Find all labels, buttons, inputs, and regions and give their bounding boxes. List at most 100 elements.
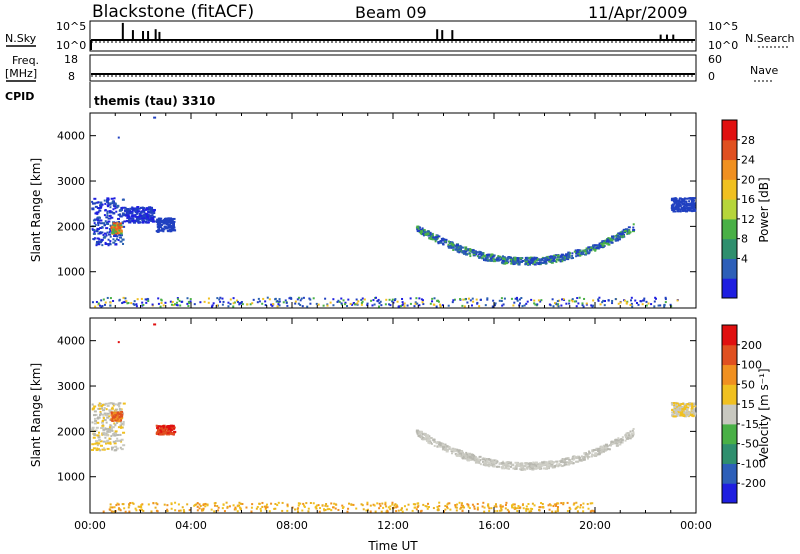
data-point xyxy=(543,260,547,263)
data-point xyxy=(436,237,439,240)
data-point xyxy=(385,298,388,301)
data-point xyxy=(548,260,552,263)
data-point xyxy=(553,302,556,305)
data-point xyxy=(495,505,498,508)
data-point xyxy=(135,217,138,220)
data-point xyxy=(674,197,677,200)
data-point xyxy=(105,414,109,417)
data-point xyxy=(360,503,363,506)
data-point xyxy=(569,508,572,511)
data-point xyxy=(123,220,127,223)
data-point xyxy=(119,417,123,420)
data-point xyxy=(464,246,468,249)
data-point xyxy=(102,409,106,412)
data-point xyxy=(520,465,523,468)
data-point xyxy=(541,461,545,464)
data-point xyxy=(571,298,574,301)
data-point xyxy=(159,219,162,222)
data-point xyxy=(684,200,688,203)
data-point xyxy=(460,454,463,457)
data-point xyxy=(500,462,503,465)
data-point xyxy=(414,503,417,506)
data-point xyxy=(496,510,499,513)
data-point xyxy=(614,238,618,241)
data-point xyxy=(556,507,559,510)
data-point xyxy=(105,200,109,203)
data-point xyxy=(157,221,161,224)
freq-label-2: [MHz] xyxy=(5,67,37,80)
xtick-label: 00:00 xyxy=(680,519,712,532)
data-point xyxy=(499,509,502,512)
data-point xyxy=(378,502,381,505)
data-point xyxy=(437,445,441,448)
data-point xyxy=(526,300,529,303)
data-point xyxy=(166,510,169,513)
data-point xyxy=(105,216,109,219)
data-point xyxy=(145,218,149,221)
data-point xyxy=(423,231,427,234)
data-point xyxy=(138,221,141,224)
data-point xyxy=(113,506,116,509)
data-point xyxy=(95,426,99,429)
data-point xyxy=(490,459,494,462)
data-point xyxy=(117,439,121,442)
data-point xyxy=(670,402,673,405)
data-point xyxy=(420,509,423,512)
data-point xyxy=(124,297,127,300)
data-point xyxy=(274,507,277,510)
data-point xyxy=(522,465,526,468)
data-point xyxy=(136,206,140,209)
data-point xyxy=(518,261,522,264)
data-point xyxy=(474,458,477,461)
data-point xyxy=(463,305,466,308)
data-point xyxy=(403,505,406,508)
data-point xyxy=(189,298,192,301)
data-point xyxy=(92,414,96,417)
data-point xyxy=(132,209,136,212)
data-point xyxy=(210,508,213,511)
data-point xyxy=(489,257,493,260)
data-point xyxy=(531,463,534,466)
data-point xyxy=(372,503,375,506)
data-point xyxy=(591,502,594,505)
data-point xyxy=(552,305,555,308)
nsearch-label: N.Search xyxy=(745,32,795,45)
data-point xyxy=(514,297,517,300)
data-point xyxy=(114,419,117,422)
data-point xyxy=(92,429,95,432)
data-point xyxy=(108,430,112,433)
data-point xyxy=(112,204,116,207)
data-point xyxy=(96,447,99,450)
data-point xyxy=(399,305,402,308)
data-point xyxy=(110,197,114,200)
data-point xyxy=(523,304,526,307)
data-point xyxy=(468,249,471,252)
data-point xyxy=(112,510,115,513)
data-point xyxy=(682,208,686,211)
data-point xyxy=(131,214,134,217)
data-point xyxy=(524,463,528,466)
data-point xyxy=(101,305,104,308)
data-point xyxy=(315,302,318,305)
data-point xyxy=(301,509,304,512)
nsky-tick-bottom: 10^0 xyxy=(56,39,86,52)
data-point xyxy=(112,222,116,225)
data-point xyxy=(112,238,115,241)
data-point xyxy=(116,437,119,440)
data-point xyxy=(145,301,148,304)
data-point xyxy=(119,412,122,415)
data-point xyxy=(493,510,496,513)
data-point xyxy=(542,464,545,467)
data-point xyxy=(238,303,241,306)
data-point xyxy=(134,215,138,218)
data-point xyxy=(106,404,110,407)
data-point xyxy=(395,504,398,507)
data-point xyxy=(427,506,430,509)
data-point xyxy=(441,443,445,446)
data-point xyxy=(92,202,96,205)
data-point xyxy=(168,223,171,226)
data-point xyxy=(686,403,690,406)
data-point xyxy=(164,301,167,304)
data-point xyxy=(421,228,425,231)
data-point xyxy=(528,260,532,263)
